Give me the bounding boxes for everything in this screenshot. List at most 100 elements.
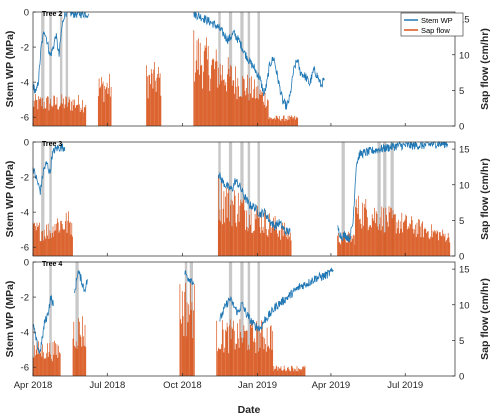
left-ytick-label: -4 xyxy=(21,328,29,339)
right-ytick-label: 0 xyxy=(459,122,464,133)
sap-flow-band xyxy=(337,231,356,256)
shaded-period xyxy=(341,142,345,256)
shaded-period xyxy=(75,262,79,376)
shaded-period xyxy=(228,142,233,256)
legend: Stem WP Sap flow xyxy=(400,12,464,37)
stem-wp-line xyxy=(219,267,334,332)
legend-stem-wp-label: Stem WP xyxy=(421,16,453,25)
panel-title-tree-3: Tree 3 xyxy=(42,141,62,148)
shaded-period xyxy=(41,142,45,256)
panel-tree-2: 0 -2 -4 -6 0 5 10 15 Tree 2 Stem WP (MPa) Sap f… xyxy=(4,8,491,133)
xtick-label: Jan 2019 xyxy=(238,380,277,391)
stem-wp-line xyxy=(337,140,449,243)
shaded-period xyxy=(228,262,233,376)
left-ytick-label: -6 xyxy=(21,363,29,374)
shaded-period xyxy=(257,12,260,126)
sap-flow-band xyxy=(146,62,162,126)
shaded-period xyxy=(65,12,69,126)
shaded-period xyxy=(240,12,244,126)
shaded-period xyxy=(247,12,251,126)
panel-tree-4: 0 -2 -4 -6 0 5 10 15 Apr 2018 Jul 2018 Oct 2018 Jan… xyxy=(4,258,491,392)
plot-area-tree-2: 0 -2 -4 -6 0 5 10 15 xyxy=(21,8,470,133)
right-ytick-label: 0 xyxy=(459,372,464,383)
axes-frame xyxy=(32,11,456,127)
xtick-label: Jul 2019 xyxy=(387,380,423,391)
stem-wp-line xyxy=(193,11,325,110)
sap-flow-band xyxy=(72,316,87,376)
shaded-period xyxy=(390,142,394,256)
panel-title-tree-2: Tree 2 xyxy=(42,11,62,18)
xtick-label: Oct 2018 xyxy=(163,380,202,391)
stem-wp-line xyxy=(32,143,66,195)
left-ytick-label: 0 xyxy=(24,258,29,269)
axes-frame xyxy=(32,141,456,257)
right-ylabel-tree-2: Sap flow (cm/hr) xyxy=(479,28,491,110)
right-ytick-label: 5 xyxy=(459,86,464,97)
right-ytick-label: 0 xyxy=(459,252,464,263)
shaded-period xyxy=(49,12,52,126)
stem-wp-line xyxy=(217,172,291,236)
shaded-period xyxy=(184,262,188,376)
shaded-period xyxy=(383,142,387,256)
right-ytick-label: 5 xyxy=(459,216,464,227)
xtick-label: Apr 2019 xyxy=(312,380,351,391)
axes-frame xyxy=(32,261,456,377)
panel-tree-3: 0 -2 -4 -6 0 5 10 15 Tree 3 Stem WP (MPa) Sap f… xyxy=(4,138,491,263)
sap-flow-band xyxy=(32,94,87,126)
right-ylabel-tree-4: Sap flow (cm/hr) xyxy=(479,278,491,360)
left-ylabel-tree-4: Stem WP (MPa) xyxy=(4,281,16,358)
left-ytick-label: 0 xyxy=(24,8,29,19)
shaded-period xyxy=(49,142,52,256)
left-ytick-label: -4 xyxy=(21,208,29,219)
xtick-label: Jul 2018 xyxy=(89,380,125,391)
shaded-period xyxy=(41,12,45,126)
right-ytick-label: 15 xyxy=(459,265,470,276)
right-ylabel-tree-3: Sap flow (cm/hr) xyxy=(479,158,491,240)
stem-wp-line xyxy=(32,11,89,94)
shaded-period xyxy=(218,142,221,256)
plot-area-tree-4: 0 -2 -4 -6 0 5 10 15 Apr 2018 Jul 2018 Oct 2018 Jan… xyxy=(14,258,470,392)
stem-wp-line xyxy=(32,295,54,355)
stem-wp-line xyxy=(184,269,195,285)
shaded-period xyxy=(218,12,221,126)
plot-area-tree-3: 0 -2 -4 -6 0 5 10 15 xyxy=(21,138,470,263)
sap-flow-band xyxy=(272,365,306,376)
left-ytick-label: -4 xyxy=(21,78,29,89)
left-ytick-label: -2 xyxy=(21,173,29,184)
left-ytick-label: -6 xyxy=(21,243,29,254)
sap-flow-band xyxy=(217,175,292,256)
legend-sap-flow-label: Sap flow xyxy=(421,26,450,35)
left-ytick-label: -2 xyxy=(21,293,29,304)
right-ytick-label: 15 xyxy=(459,15,470,26)
panel-title-tree-4: Tree 4 xyxy=(42,261,62,268)
sap-flow-band xyxy=(216,319,274,376)
right-ytick-label: 5 xyxy=(459,336,464,347)
stem-wp-line xyxy=(74,270,88,294)
sap-flow-band xyxy=(53,211,73,256)
shaded-period xyxy=(377,142,381,256)
left-ylabel-tree-3: Stem WP (MPa) xyxy=(4,161,16,238)
left-ytick-label: -2 xyxy=(21,43,29,54)
shaded-period xyxy=(257,262,260,376)
shaded-period xyxy=(59,12,63,126)
right-ytick-label: 10 xyxy=(459,50,470,61)
shaded-period xyxy=(49,262,52,376)
shaded-period xyxy=(240,262,244,376)
right-ytick-label: 10 xyxy=(459,300,470,311)
shaded-period xyxy=(257,142,260,256)
left-ytick-label: 0 xyxy=(24,138,29,149)
xtick-label: Apr 2018 xyxy=(14,380,53,391)
shaded-period xyxy=(247,142,251,256)
sap-flow-band xyxy=(355,195,451,256)
sap-flow-band xyxy=(268,115,299,126)
shaded-period xyxy=(240,142,244,256)
left-ytick-label: -6 xyxy=(21,113,29,124)
sap-flow-band xyxy=(97,73,112,126)
sap-flow-band xyxy=(193,30,269,126)
x-axis-label: Date xyxy=(238,404,261,416)
left-ylabel-tree-2: Stem WP (MPa) xyxy=(4,31,16,108)
right-ytick-label: 15 xyxy=(459,145,470,156)
right-ytick-label: 10 xyxy=(459,180,470,191)
sap-flow-band xyxy=(179,282,195,376)
